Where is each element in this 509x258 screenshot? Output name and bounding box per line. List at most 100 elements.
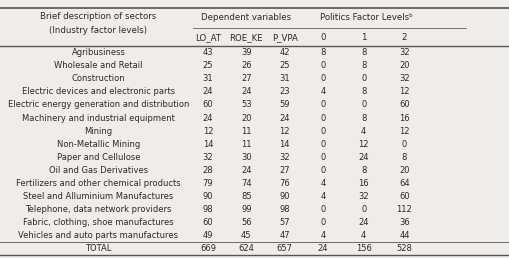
Text: 31: 31 [203,74,213,83]
Text: 23: 23 [279,87,289,96]
Text: 32: 32 [203,153,213,162]
Text: 12: 12 [203,127,213,136]
Text: Electric devices and electronic parts: Electric devices and electronic parts [22,87,175,96]
Text: 0: 0 [320,61,325,70]
Text: 56: 56 [241,218,251,227]
Text: 16: 16 [358,179,368,188]
Text: 76: 76 [278,179,290,188]
Text: 4: 4 [320,179,325,188]
Text: 0: 0 [401,140,406,149]
Text: 90: 90 [279,192,289,201]
Text: 24: 24 [241,166,251,175]
Text: 112: 112 [396,205,411,214]
Text: 49: 49 [203,231,213,240]
Text: 27: 27 [241,74,251,83]
Text: Construction: Construction [71,74,125,83]
Text: Steel and Alluminium Manufactures: Steel and Alluminium Manufactures [23,192,173,201]
Text: 27: 27 [279,166,289,175]
Text: 45: 45 [241,231,251,240]
Text: 64: 64 [399,179,409,188]
Text: 0: 0 [320,166,325,175]
Text: Brief description of sectors: Brief description of sectors [40,12,156,21]
Text: 8: 8 [401,153,406,162]
Text: 24: 24 [358,218,368,227]
Text: 8: 8 [360,166,365,175]
Text: 24: 24 [358,153,368,162]
Text: 43: 43 [203,48,213,57]
Text: 26: 26 [241,61,251,70]
Text: 11: 11 [241,140,251,149]
Text: 0: 0 [320,127,325,136]
Text: 624: 624 [238,244,254,253]
Text: 156: 156 [355,244,371,253]
Text: 4: 4 [320,231,325,240]
Text: 20: 20 [399,61,409,70]
Text: 20: 20 [241,114,251,123]
Text: Non-Metallic Mining: Non-Metallic Mining [56,140,140,149]
Text: 669: 669 [200,244,216,253]
Text: 60: 60 [399,101,409,109]
Text: 0: 0 [320,33,325,42]
Text: 60: 60 [399,192,409,201]
Text: 20: 20 [399,166,409,175]
Text: 16: 16 [399,114,409,123]
Text: 4: 4 [360,127,365,136]
Text: 0: 0 [320,101,325,109]
Text: Agribusiness: Agribusiness [71,48,125,57]
Text: 36: 36 [398,218,409,227]
Text: 90: 90 [203,192,213,201]
Text: 4: 4 [320,192,325,201]
Text: 8: 8 [360,48,365,57]
Text: Mining: Mining [84,127,112,136]
Text: Politics Factor Levelsᵇ: Politics Factor Levelsᵇ [319,13,412,22]
Text: 24: 24 [317,244,327,253]
Text: Oil and Gas Derivatives: Oil and Gas Derivatives [49,166,148,175]
Text: 47: 47 [279,231,289,240]
Text: 60: 60 [203,218,213,227]
Text: 25: 25 [279,61,289,70]
Text: 0: 0 [360,205,365,214]
Text: 14: 14 [279,140,289,149]
Text: 12: 12 [399,127,409,136]
Text: 60: 60 [203,101,213,109]
Text: 31: 31 [279,74,289,83]
Text: 12: 12 [358,140,368,149]
Text: 24: 24 [241,87,251,96]
Text: Machinery and industrial equipment: Machinery and industrial equipment [22,114,175,123]
Text: 0: 0 [320,74,325,83]
Text: 44: 44 [399,231,409,240]
Text: 30: 30 [241,153,251,162]
Text: 28: 28 [203,166,213,175]
Text: 0: 0 [360,74,365,83]
Text: 8: 8 [360,61,365,70]
Text: Wholesale and Retail: Wholesale and Retail [54,61,143,70]
Text: 8: 8 [320,48,325,57]
Text: P_VPA: P_VPA [271,33,297,42]
Text: LO_AT: LO_AT [194,33,221,42]
Text: 42: 42 [279,48,289,57]
Text: 85: 85 [241,192,251,201]
Text: 32: 32 [399,74,409,83]
Text: Electric energy generation and distribution: Electric energy generation and distribut… [8,101,189,109]
Text: 657: 657 [276,244,292,253]
Text: 11: 11 [241,127,251,136]
Text: 0: 0 [320,153,325,162]
Text: 98: 98 [279,205,289,214]
Text: 0: 0 [320,114,325,123]
Text: 24: 24 [203,114,213,123]
Text: 32: 32 [279,153,289,162]
Text: 8: 8 [360,114,365,123]
Text: Dependent variables: Dependent variables [201,13,291,22]
Text: 99: 99 [241,205,251,214]
Text: Telephone, data network providers: Telephone, data network providers [25,205,172,214]
Text: 39: 39 [241,48,251,57]
Text: 25: 25 [203,61,213,70]
Text: 74: 74 [241,179,251,188]
Text: TOTAL: TOTAL [85,244,111,253]
Text: 14: 14 [203,140,213,149]
Text: 12: 12 [399,87,409,96]
Text: 0: 0 [360,101,365,109]
Text: 0: 0 [320,205,325,214]
Text: 4: 4 [320,87,325,96]
Text: 32: 32 [358,192,368,201]
